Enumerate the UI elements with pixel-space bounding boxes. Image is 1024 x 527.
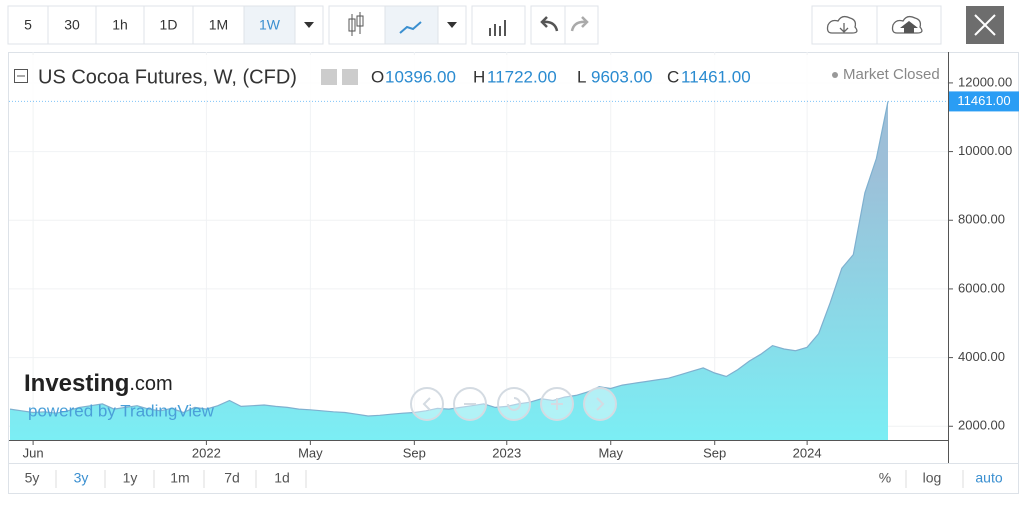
interval-label: 1M — [209, 17, 228, 33]
interval-button[interactable] — [95, 5, 145, 45]
ohlc-legend: O 10396.00 H 11722.00 L 9603.00 C 11461.00 — [371, 67, 751, 86]
y-tick-label: 12000.00 — [958, 74, 1012, 89]
market-status: Market Closed — [843, 66, 940, 83]
collapse-button[interactable] — [14, 69, 28, 83]
scale-option[interactable]: log — [923, 470, 942, 486]
area-fill — [10, 101, 888, 440]
interval-label: 1D — [160, 17, 178, 33]
x-tick-label: Sep — [703, 445, 726, 460]
y-tick-label: 8000.00 — [958, 212, 1005, 227]
watermark-brand: Investing.com — [24, 370, 173, 397]
x-tick-label: May — [598, 445, 623, 460]
redo-icon — [570, 16, 589, 32]
y-tick-label: 2000.00 — [958, 418, 1005, 433]
undo-button[interactable] — [530, 5, 566, 45]
scroll-left-button[interactable] — [410, 387, 444, 421]
interval-label: 1h — [112, 17, 128, 33]
reset-button[interactable] — [497, 387, 531, 421]
area-line — [9, 101, 889, 417]
interval-button[interactable] — [7, 5, 49, 45]
ohlc-key: O — [371, 67, 384, 86]
redo-button[interactable] — [564, 5, 599, 45]
dropdown-arrow — [304, 22, 314, 28]
scale-option[interactable]: auto — [975, 470, 1002, 486]
range-button[interactable]: 3y — [74, 470, 89, 486]
interval-button[interactable] — [192, 5, 245, 45]
x-tick-label: Sep — [403, 445, 426, 460]
indicators-button[interactable] — [471, 5, 526, 45]
line-icon — [399, 21, 422, 34]
y-tick-label: 6000.00 — [958, 280, 1005, 295]
last-price-tag — [949, 91, 1019, 112]
upload-icon — [891, 15, 923, 34]
ohlc-key: L — [577, 67, 586, 86]
x-tick-label: 2022 — [192, 445, 221, 460]
nav-icons — [422, 397, 605, 411]
close-icon — [974, 14, 996, 36]
watermark-powered: powered by TradingView — [28, 401, 215, 420]
scroll-right-button[interactable] — [583, 387, 617, 421]
legend-bar — [9, 55, 947, 100]
range-button[interactable]: 1d — [274, 470, 290, 486]
range-buttons: 5y 3y 1y 1m 7d 1d% log auto — [25, 470, 1003, 488]
upload-arrow — [900, 21, 918, 33]
last-price-label: 11461.00 — [957, 93, 1010, 108]
interval-button[interactable] — [243, 5, 296, 45]
eye-button[interactable] — [321, 69, 337, 85]
ohlc-value: 10396.00 — [385, 67, 456, 86]
indicators-icon — [489, 20, 506, 36]
interval-label: 1W — [259, 17, 281, 33]
range-button[interactable]: 1y — [123, 470, 138, 486]
ohlc-value: 11722.00 — [487, 67, 557, 86]
x-tick-label: May — [298, 445, 323, 460]
x-tick-label: Jun — [23, 445, 44, 460]
range-bar — [8, 463, 1019, 494]
x-tick-label: 2024 — [793, 445, 822, 460]
ohlc-value: 9603.00 — [591, 67, 652, 86]
toolbar: 5 30 1h 1D 1M 1W — [7, 5, 296, 45]
settings-button[interactable] — [342, 69, 358, 85]
dropdown-arrow — [447, 22, 457, 28]
range-button[interactable]: 5y — [25, 470, 40, 486]
range-button[interactable]: 1m — [170, 470, 189, 486]
status-dot — [832, 72, 838, 78]
line-button[interactable] — [384, 5, 439, 45]
scale-option[interactable]: % — [879, 470, 891, 486]
range-button[interactable]: 7d — [224, 470, 240, 486]
ohlc-key: C — [667, 67, 679, 86]
candle-icon — [348, 12, 364, 36]
ohlc-value: 11461.00 — [681, 67, 751, 86]
interval-button[interactable] — [47, 5, 97, 45]
ohlc-key: H — [473, 67, 485, 86]
y-tick-label: 4000.00 — [958, 349, 1005, 364]
undo-icon — [540, 16, 559, 32]
symbol-title: US Cocoa Futures, W, (CFD) — [38, 66, 297, 88]
brand-suffix: .com — [129, 373, 172, 395]
interval-label: 30 — [64, 17, 80, 33]
interval-label: 5 — [24, 17, 32, 33]
brand-name: Investing — [24, 370, 129, 397]
download-icon — [826, 15, 858, 34]
y-tick-label: 10000.00 — [958, 143, 1012, 158]
x-tick-label: 2023 — [492, 445, 521, 460]
